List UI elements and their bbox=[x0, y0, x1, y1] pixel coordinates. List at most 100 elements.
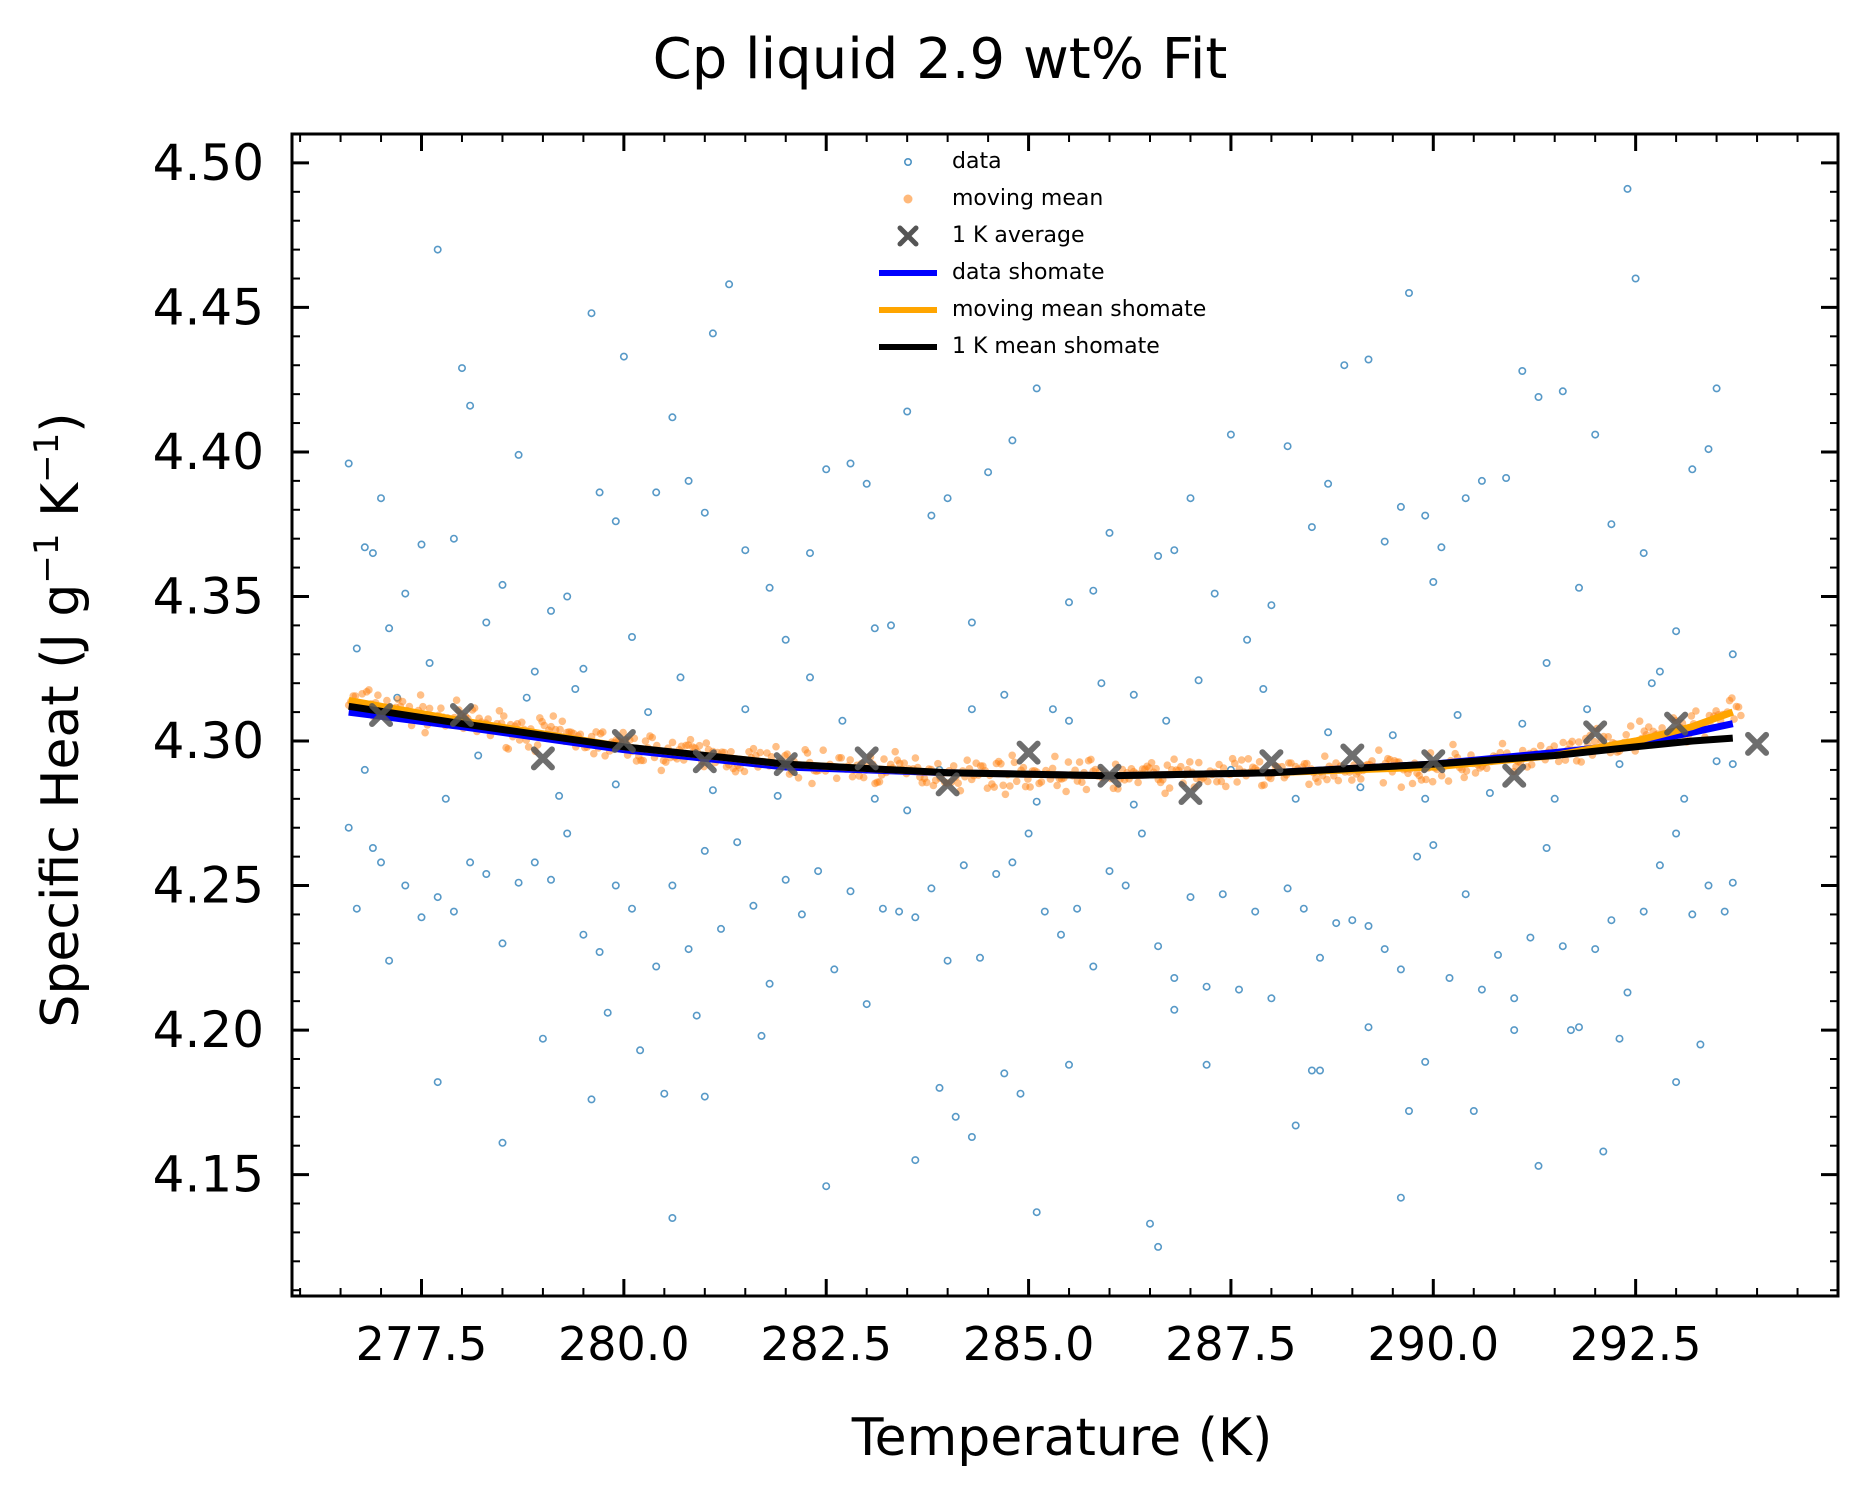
data-point bbox=[1413, 852, 1422, 861]
legend-label: data bbox=[952, 149, 1002, 174]
data-point bbox=[1696, 1040, 1705, 1049]
moving-mean-point bbox=[1053, 781, 1061, 790]
data-point bbox=[805, 673, 814, 682]
moving-mean-point bbox=[1222, 782, 1230, 791]
x-axis-label: Temperature (K) bbox=[851, 1408, 1273, 1468]
data-point bbox=[417, 913, 426, 922]
y-tick-label: 4.50 bbox=[153, 134, 264, 192]
moving-mean-point bbox=[1082, 785, 1091, 794]
data-point bbox=[1089, 962, 1098, 971]
x-tick-label: 290.0 bbox=[1367, 1317, 1499, 1371]
moving-mean-point bbox=[374, 691, 382, 699]
data-point bbox=[603, 1008, 612, 1017]
moving-mean-point bbox=[1064, 758, 1073, 766]
data-point bbox=[1259, 684, 1268, 693]
moving-mean-point bbox=[1368, 757, 1376, 765]
data-point bbox=[401, 881, 410, 890]
data-point bbox=[1542, 843, 1551, 852]
data-point bbox=[1316, 953, 1325, 962]
x-marker-stroke bbox=[854, 746, 879, 771]
data-point bbox=[522, 693, 531, 702]
data-point bbox=[1558, 387, 1567, 396]
moving-mean-point bbox=[999, 781, 1007, 790]
y-axis-label-main: Specific Heat (J g bbox=[31, 584, 91, 1028]
data-point bbox=[1388, 731, 1397, 740]
data-point bbox=[344, 459, 353, 468]
data-point bbox=[1008, 436, 1017, 445]
data-point bbox=[1146, 1219, 1155, 1228]
data-point bbox=[708, 786, 717, 795]
data-point bbox=[401, 589, 410, 598]
x-tick-label: 277.5 bbox=[356, 1317, 488, 1371]
moving-mean-point bbox=[1449, 740, 1457, 749]
moving-mean-point bbox=[425, 704, 434, 713]
data-point bbox=[595, 947, 604, 956]
data-point bbox=[1048, 705, 1057, 714]
legend-label: moving mean shomate bbox=[952, 297, 1206, 322]
moving-mean-point bbox=[686, 735, 695, 744]
data-point bbox=[1607, 520, 1616, 529]
y-axis-label-mid: K bbox=[31, 481, 91, 534]
x-marker-stroke bbox=[1178, 781, 1203, 806]
data-point bbox=[927, 511, 936, 520]
moving-mean-point bbox=[1348, 776, 1356, 784]
legend-item: 1 K mean shomate bbox=[879, 334, 1160, 359]
data-point bbox=[1267, 601, 1276, 610]
moving-mean-point bbox=[949, 762, 958, 770]
data-point bbox=[1704, 881, 1713, 890]
data-point bbox=[1032, 384, 1041, 393]
data-point bbox=[1575, 583, 1584, 592]
moving-mean-point bbox=[702, 739, 711, 747]
data-point bbox=[1170, 546, 1179, 555]
moving-mean-point bbox=[846, 756, 854, 764]
moving-mean-point bbox=[997, 760, 1005, 768]
moving-mean-point bbox=[848, 772, 857, 781]
x-marker-stroke bbox=[692, 749, 717, 774]
moving-mean-point bbox=[1728, 694, 1736, 702]
moving-mean-point bbox=[911, 754, 920, 762]
moving-mean-point bbox=[1687, 712, 1696, 720]
data-point bbox=[1518, 366, 1527, 375]
data-point bbox=[846, 459, 855, 468]
data-point bbox=[1477, 476, 1486, 485]
data-point bbox=[1364, 1023, 1373, 1032]
data-point bbox=[1291, 794, 1300, 803]
data-point bbox=[838, 716, 847, 725]
data-point bbox=[1502, 473, 1511, 482]
data-point bbox=[652, 488, 661, 497]
legend-item: data bbox=[903, 149, 1002, 174]
data-point bbox=[992, 869, 1001, 878]
moving-mean-point bbox=[641, 737, 650, 745]
data-point bbox=[935, 1083, 944, 1092]
moving-mean-point bbox=[1536, 741, 1545, 750]
data-point bbox=[546, 875, 555, 884]
data-point bbox=[1720, 907, 1729, 916]
y-tick-label: 4.45 bbox=[153, 278, 264, 336]
data-point bbox=[433, 893, 442, 902]
data-point bbox=[967, 618, 976, 627]
data-point bbox=[1566, 1026, 1575, 1035]
data-point bbox=[1154, 1242, 1163, 1251]
data-point bbox=[1202, 982, 1211, 991]
data-point bbox=[1429, 841, 1438, 850]
data-point bbox=[417, 540, 426, 549]
data-point bbox=[1380, 537, 1389, 546]
moving-mean-point bbox=[1051, 752, 1059, 761]
moving-mean-point bbox=[1462, 767, 1471, 775]
data-point bbox=[1097, 679, 1106, 688]
data-point bbox=[1421, 511, 1430, 520]
moving-mean-point bbox=[1062, 787, 1070, 796]
data-point bbox=[700, 1092, 709, 1101]
moving-mean-point bbox=[1314, 778, 1322, 786]
moving-mean-point bbox=[1165, 784, 1174, 792]
one-k-average-markers bbox=[369, 703, 1770, 806]
data-point bbox=[862, 1000, 871, 1009]
data-point bbox=[1688, 465, 1697, 474]
data-point bbox=[668, 413, 677, 422]
moving-mean-point bbox=[1237, 756, 1246, 764]
moving-mean-point bbox=[1568, 737, 1576, 746]
moving-mean-point bbox=[1161, 789, 1169, 798]
data-point bbox=[1655, 667, 1664, 676]
data-point bbox=[587, 309, 596, 318]
one-k-average-marker bbox=[773, 752, 798, 777]
